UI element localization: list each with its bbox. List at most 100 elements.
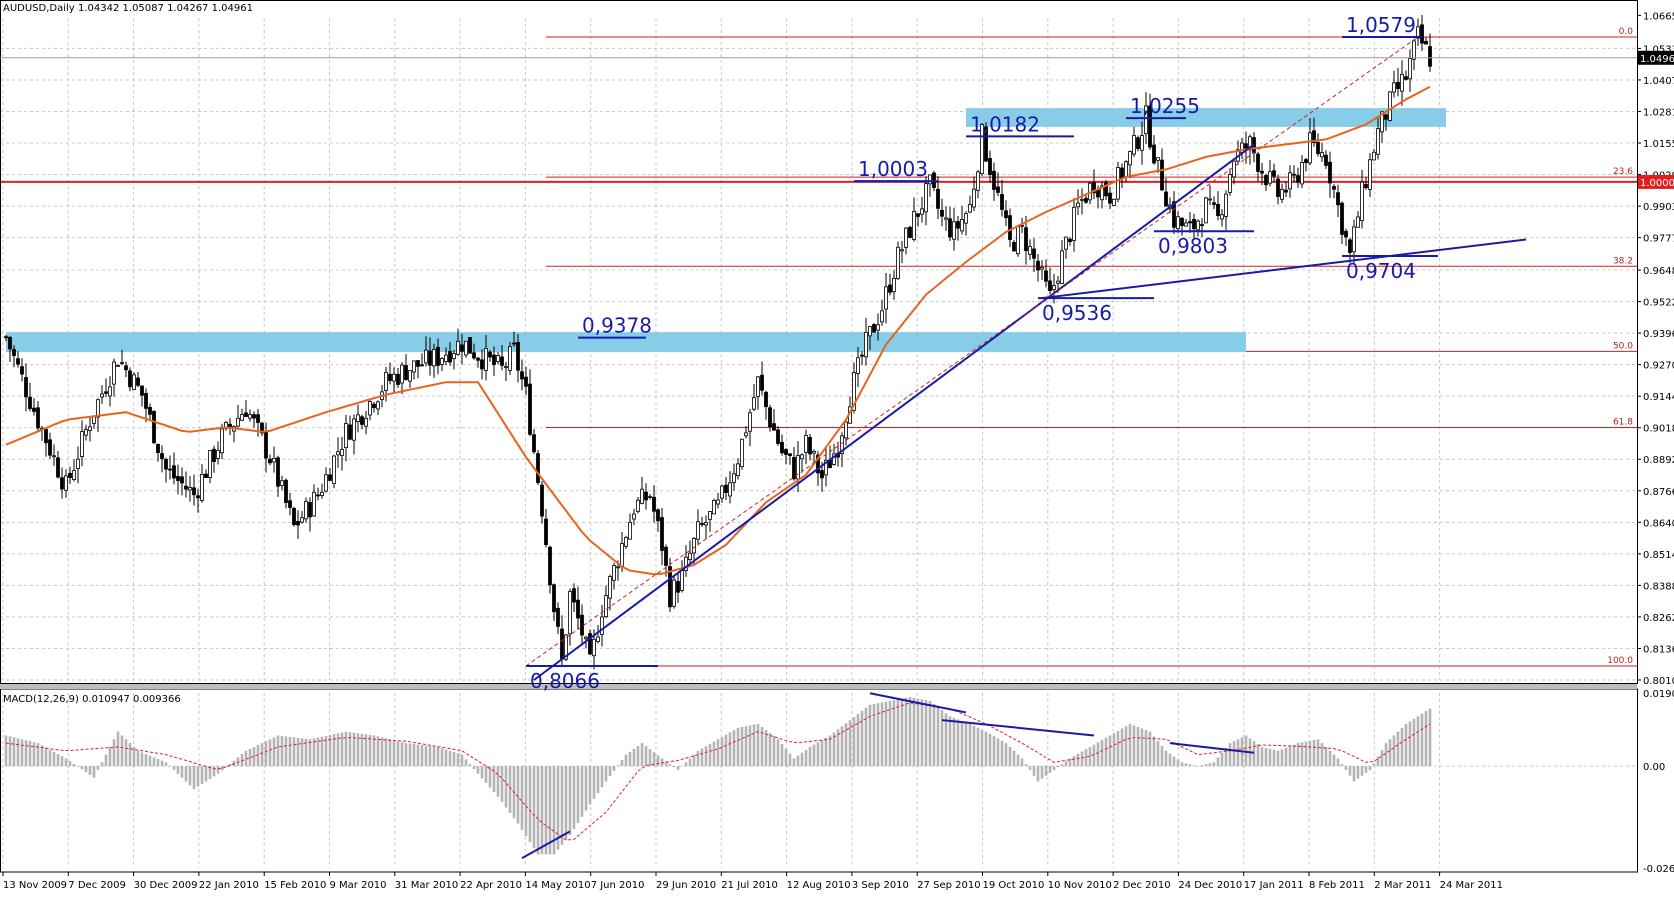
price-level-label: 1,0255 (1130, 94, 1200, 118)
candle-bullish (584, 636, 588, 640)
macd-histogram-bar (120, 735, 124, 767)
macd-histogram-bar (496, 766, 500, 797)
macd-histogram-bar (84, 766, 88, 773)
candle-bullish (1100, 185, 1104, 201)
macd-histogram-bar (1040, 766, 1044, 779)
candle-bearish (184, 485, 188, 490)
macd-histogram-bar (1316, 739, 1320, 767)
macd-histogram-bar (440, 748, 444, 767)
macd-histogram-bar (980, 729, 984, 767)
y-axis-tick-label: 0.99035 (1643, 202, 1674, 213)
candle-bullish (1196, 220, 1200, 231)
fibonacci-level-label: 38.2 (1613, 256, 1633, 266)
candle-bullish (72, 470, 76, 480)
macd-histogram-bar (956, 719, 960, 767)
candle-bullish (744, 432, 748, 437)
fibonacci-level-label: 0.0 (1619, 27, 1634, 37)
candle-bullish (76, 458, 80, 470)
resistance-zone (6, 332, 1246, 353)
macd-histogram-bar (76, 766, 80, 767)
candle-bearish (652, 496, 656, 512)
candle-bullish (596, 636, 600, 642)
macd-histogram-bar (1372, 763, 1376, 767)
candle-bullish (340, 449, 344, 456)
macd-histogram-bar (932, 703, 936, 767)
candle-bearish (1104, 182, 1108, 197)
macd-histogram-bar (816, 742, 820, 767)
macd-histogram-bar (296, 737, 300, 767)
candle-bullish (884, 286, 888, 310)
macd-histogram-bar (356, 733, 360, 767)
candle-bearish (788, 453, 792, 457)
macd-histogram-bar (56, 754, 60, 767)
candle-bullish (1124, 161, 1128, 178)
candle-bullish (52, 455, 56, 458)
macd-histogram-bar (140, 752, 144, 767)
candle-bearish (1000, 194, 1004, 210)
x-axis-tick-label: 12 Aug 2010 (787, 880, 851, 891)
macd-histogram-bar (464, 759, 468, 767)
candle-bearish (936, 188, 940, 209)
macd-histogram-bar (1336, 758, 1340, 767)
y-axis-tick-label: 0.80100 (1643, 676, 1674, 687)
candle-bearish (32, 407, 36, 412)
macd-histogram-bar (1192, 765, 1196, 767)
macd-histogram-bar (100, 762, 104, 767)
candle-bullish (1112, 198, 1116, 206)
macd-histogram-bar (632, 748, 636, 767)
x-axis-tick-label: 15 Feb 2010 (264, 880, 326, 891)
candle-bearish (8, 336, 12, 350)
macd-histogram-bar (124, 739, 128, 767)
candle-bearish (264, 430, 268, 459)
candle-bullish (852, 372, 856, 411)
macd-histogram-bar (1036, 766, 1040, 782)
candle-bearish (1036, 260, 1040, 271)
candle-bearish (1396, 81, 1400, 90)
x-axis-tick-label: 24 Dec 2010 (1178, 880, 1242, 891)
macd-histogram-bar (4, 735, 8, 767)
macd-histogram-bar (192, 766, 196, 790)
macd-histogram-bar (324, 735, 328, 767)
macd-histogram-bar (48, 749, 52, 767)
macd-histogram-bar (36, 743, 40, 767)
macd-histogram-bar (944, 713, 948, 767)
candle-bearish (1284, 189, 1288, 193)
candle-bearish (44, 428, 48, 444)
y-axis-tick-label: 0.82620 (1643, 613, 1674, 624)
macd-histogram-bar (1172, 756, 1176, 767)
y-axis-tick-label: 0.83880 (1643, 581, 1674, 592)
macd-histogram-bar (732, 730, 736, 767)
macd-histogram-bar (484, 766, 488, 784)
macd-histogram-bar (32, 742, 36, 767)
chart-symbol-label: AUDUSD,Daily (3, 3, 75, 14)
macd-histogram-bar (984, 731, 988, 767)
macd-histogram-bar (1268, 748, 1272, 767)
macd-histogram-bar (80, 766, 84, 770)
candle-bullish (1052, 285, 1056, 290)
macd-histogram-bar (1220, 752, 1224, 767)
macd-histogram-bar (696, 750, 700, 767)
candle-bearish (1084, 197, 1088, 203)
candle-bullish (1016, 226, 1020, 255)
macd-histogram-bar (1412, 718, 1416, 767)
macd-histogram-bar (776, 739, 780, 767)
candle-bearish (908, 226, 912, 238)
macd-histogram-bar (1032, 766, 1036, 776)
y-axis-tick-label: 0.95220 (1643, 298, 1674, 309)
candle-bearish (1136, 137, 1140, 149)
candle-bullish (696, 521, 700, 540)
macd-histogram-bar (372, 735, 376, 767)
candle-bullish (200, 473, 204, 501)
candle-bullish (1132, 135, 1136, 155)
macd-signal-line (5, 702, 1431, 841)
macd-histogram-bar (1252, 741, 1256, 767)
macd-histogram-bar (1088, 746, 1092, 767)
candle-bullish (684, 556, 688, 571)
candle-bullish (1220, 214, 1224, 220)
candle-bullish (600, 616, 604, 635)
candle-bullish (444, 354, 448, 362)
candle-bearish (1324, 154, 1328, 166)
macd-histogram-bar (1048, 766, 1052, 773)
candle-bullish (496, 355, 500, 362)
candle-bearish (1188, 221, 1192, 224)
